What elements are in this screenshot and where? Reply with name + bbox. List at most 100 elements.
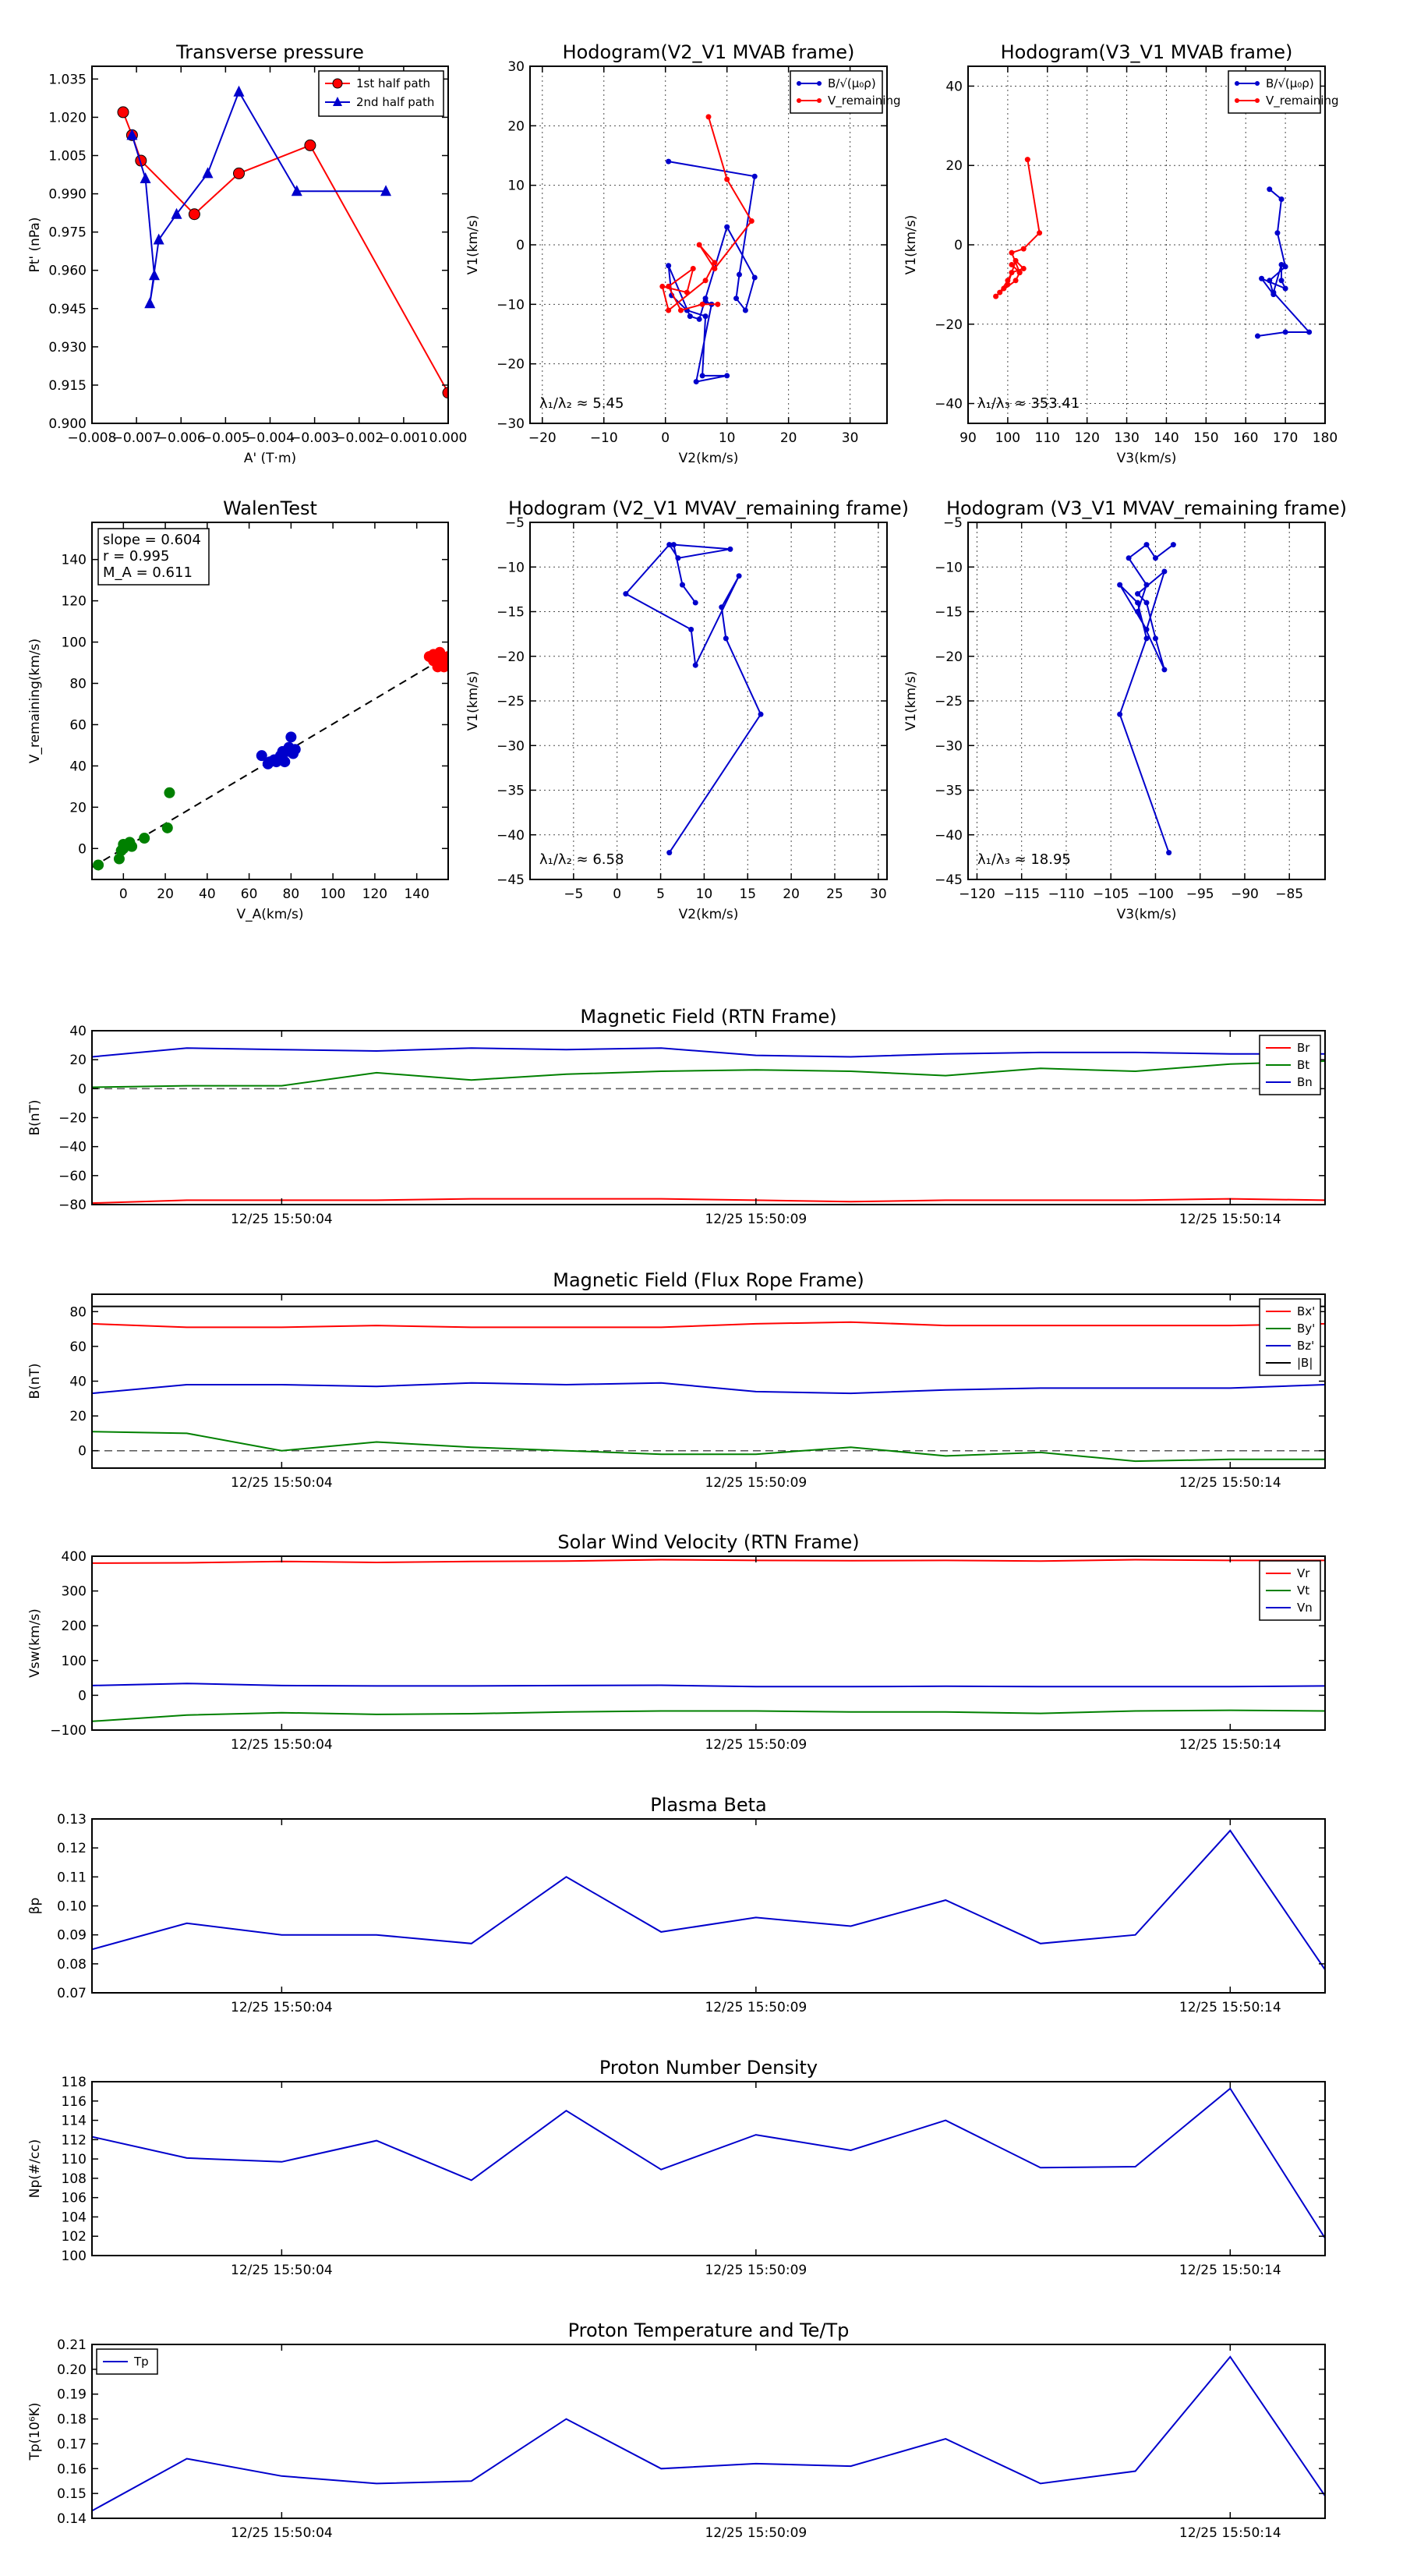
chart-title: Hodogram(V2_V1 MVAB frame) [563, 41, 855, 63]
x-tick-label: 100 [320, 886, 345, 902]
data-point [748, 218, 755, 224]
chart-title: Transverse pressure [175, 41, 364, 63]
x-tick-label: 5 [656, 886, 665, 902]
y-tick-label: −20 [58, 1111, 87, 1127]
y-tick-label: 30 [507, 59, 525, 75]
y-tick-label: 0.975 [48, 225, 87, 241]
series-line-V_remaining [995, 159, 1041, 297]
x-tick-label: 12/25 15:50:04 [231, 1475, 333, 1491]
y-tick-label: 114 [62, 2114, 87, 2129]
data-point [1005, 281, 1011, 288]
x-tick-label: 120 [362, 886, 387, 902]
data-point [696, 242, 702, 248]
chart-title: Hodogram (V3_V1 MVAV_remaining frame) [946, 497, 1347, 519]
legend-box [318, 70, 444, 117]
chart-title: WalenTest [223, 497, 317, 519]
legend-label: B/√(μ₀ρ) [1266, 76, 1314, 90]
eigenvalue-ratio-annotation: λ₁/λ₃ ≈ 353.41 [977, 395, 1080, 412]
plot-area [117, 85, 448, 399]
legend-marker [817, 81, 822, 86]
data-point [289, 744, 301, 755]
x-tick-label: 30 [842, 430, 859, 446]
x-axis-label: V2(km/s) [679, 451, 739, 466]
series-line-Vt [92, 1709, 1325, 1722]
series-line-Br [92, 1198, 1325, 1205]
data-point [724, 373, 730, 379]
y-tick-label: 200 [62, 1619, 87, 1634]
data-point [124, 837, 136, 848]
y-tick-label: 112 [62, 2132, 87, 2148]
data-point [736, 271, 742, 278]
y-tick-label: −20 [935, 649, 963, 665]
y-tick-label: 0.900 [48, 416, 87, 432]
data-point [1267, 186, 1273, 193]
y-axis-label: V1(km/s) [903, 671, 919, 731]
x-tick-label: 12/25 15:50:09 [705, 1475, 807, 1491]
data-point [692, 662, 698, 668]
data-point [113, 853, 125, 865]
plot-frame [91, 522, 449, 880]
data-point [304, 139, 316, 151]
x-tick-label: 12/25 15:50:04 [231, 2263, 333, 2278]
y-tick-label: 0.08 [57, 1957, 87, 1973]
y-tick-label: −10 [497, 297, 525, 313]
y-axis-label: βp [27, 1898, 43, 1915]
data-point [993, 293, 999, 299]
legend-label: 2nd half path [356, 95, 434, 109]
data-point [1024, 157, 1030, 163]
y-tick-label: 0.14 [57, 2511, 87, 2527]
data-point [1152, 555, 1158, 561]
legend-label: V_remaining [828, 94, 901, 108]
series-line-beta [92, 1829, 1325, 1970]
data-point [1012, 278, 1019, 284]
chart-title: Magnetic Field (Flux Rope Frame) [553, 1269, 864, 1291]
x-tick-label: −105 [1093, 886, 1129, 902]
y-tick-label: 0.945 [48, 302, 87, 317]
y-tick-label: −45 [497, 872, 525, 888]
eigenvalue-ratio-annotation: λ₁/λ₃ ≈ 18.95 [977, 851, 1071, 868]
x-tick-label: −120 [959, 886, 995, 902]
data-point [1037, 230, 1043, 236]
data-point [1143, 626, 1150, 632]
legend-marker [817, 98, 822, 103]
legend-marker [797, 98, 801, 103]
x-axis-label: V_A(km/s) [236, 907, 303, 922]
chart-magrtn: Magnetic Field (RTN Frame) −80 −60 −40 −20 0 2… [27, 1006, 1326, 1227]
chart-hodo4: Hodogram (V3_V1 MVAV_remaining frame) −45… [903, 497, 1347, 922]
y-tick-label: 118 [62, 2075, 87, 2090]
x-tick-label: 10 [696, 886, 713, 902]
data-point [1270, 289, 1277, 295]
data-point [687, 313, 693, 320]
y-tick-label: 0.21 [57, 2337, 87, 2353]
x-tick-label: −0.008 [68, 430, 117, 446]
data-point [688, 626, 694, 632]
y-tick-label: 40 [945, 79, 963, 94]
data-point [693, 379, 699, 385]
data-point [715, 301, 721, 307]
data-point [1267, 278, 1273, 284]
y-tick-label: 80 [69, 676, 87, 692]
y-tick-label: −40 [935, 828, 963, 844]
x-tick-label: 20 [783, 886, 800, 902]
y-tick-label: 10 [507, 179, 525, 194]
legend-label: Vt [1297, 1583, 1309, 1598]
legend-label: V_remaining [1266, 94, 1339, 108]
y-tick-label: 0.18 [57, 2412, 87, 2428]
y-tick-label: −35 [935, 784, 963, 799]
data-point [1135, 591, 1141, 597]
chart-hodo3: Hodogram (V2_V1 MVAV_remaining frame) −45… [465, 497, 909, 922]
plot-area [968, 66, 1325, 423]
plot-area [92, 646, 448, 871]
data-point [705, 114, 712, 120]
x-tick-label: 160 [1233, 430, 1258, 446]
data-point [724, 224, 730, 230]
data-point [699, 301, 705, 307]
legend-label: Bz' [1297, 1339, 1314, 1353]
chart-hodo1: Hodogram(V2_V1 MVAB frame)−30−20−1001020… [465, 41, 901, 466]
data-point [702, 313, 709, 320]
y-axis-label: V1(km/s) [903, 215, 919, 275]
data-point [93, 859, 104, 871]
y-tick-label: −20 [935, 317, 963, 333]
data-point [699, 373, 705, 379]
y-tick-label: 300 [62, 1584, 87, 1600]
